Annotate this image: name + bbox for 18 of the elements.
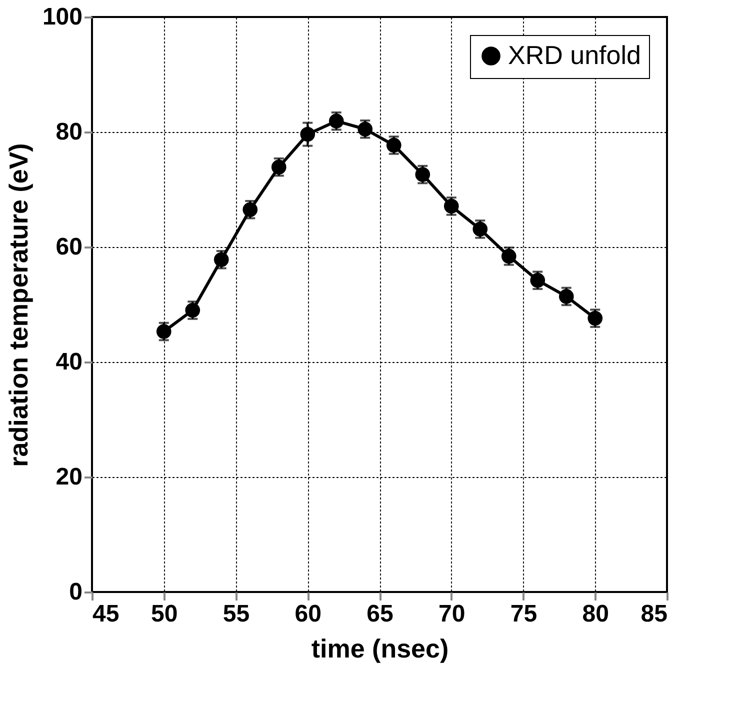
y-tick-label: 20	[56, 464, 82, 490]
x-tick-label: 80	[582, 600, 609, 628]
y-tick-label: 60	[56, 234, 82, 260]
y-axis-title: radiation temperature (eV)	[3, 143, 34, 467]
legend-label: XRD unfold	[508, 40, 641, 70]
y-tick-label: 100	[42, 4, 82, 30]
x-tick-label: 50	[151, 600, 178, 628]
y-tick-label: 80	[56, 118, 82, 146]
x-tick-label: 85	[640, 600, 668, 628]
x-tick-label: 65	[366, 600, 394, 628]
x-axis-title: time (nsec)	[311, 634, 449, 664]
y-tick-label: 0	[69, 578, 82, 606]
x-tick-label: 75	[510, 600, 538, 628]
x-tick-label: 45	[92, 600, 120, 628]
x-tick-label: 60	[294, 600, 322, 628]
y-tick-label: 40	[56, 348, 82, 376]
x-tick-label: 55	[222, 600, 250, 628]
x-tick-label: 70	[438, 600, 466, 628]
